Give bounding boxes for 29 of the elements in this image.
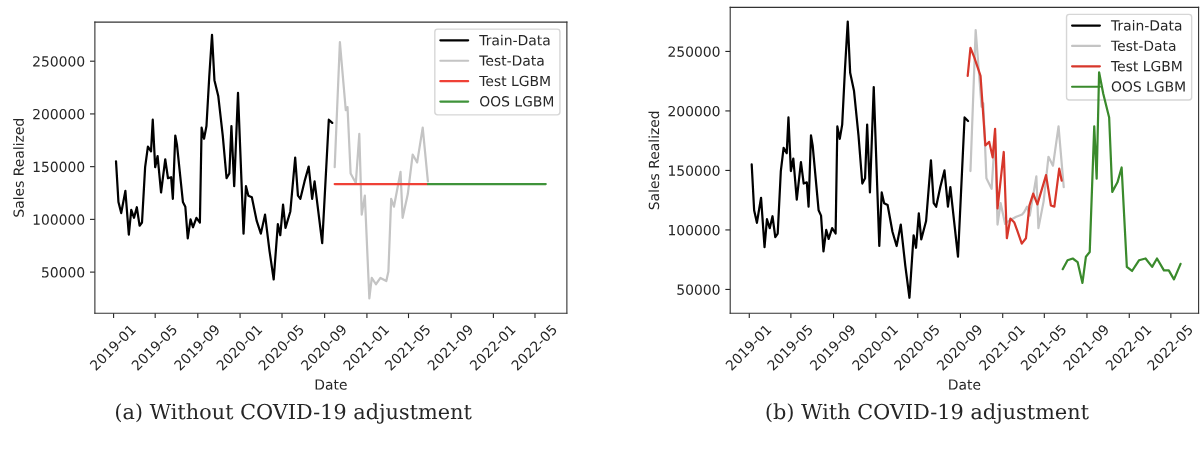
y-tick-label: 250000 [33, 56, 85, 67]
y-tick-label: 100000 [33, 214, 85, 225]
line-series [333, 41, 430, 300]
legend-label: Train-Data [1110, 19, 1182, 31]
x-axis-title: Date [949, 379, 981, 390]
line-series [966, 46, 1063, 245]
y-axis-title: Sales Realized [13, 119, 24, 217]
y-tick-label: 100000 [668, 224, 720, 236]
line-series [114, 33, 334, 281]
y-axis-title: Sales Realized [648, 111, 660, 210]
y-tick-label: 50000 [677, 284, 720, 295]
legend-label: OOS LGBM [480, 96, 554, 107]
legend-label: OOS LGBM [1111, 81, 1185, 92]
legend-label: Test-Data [479, 55, 544, 66]
legend-label: Test LGBM [479, 75, 550, 87]
y-tick-label: 150000 [33, 161, 85, 173]
text: (b) With COVID-19 adjustment [766, 403, 1089, 424]
x-axis-title: Date [315, 379, 347, 390]
legend-label: Test-Data [1110, 40, 1176, 52]
y-tick-label: 150000 [668, 165, 720, 176]
y-tick-label: 200000 [33, 108, 85, 120]
line-series [750, 20, 970, 299]
text: (a) Without COVID-19 adjustment [116, 403, 472, 424]
y-tick-label: 50000 [42, 267, 85, 278]
y-tick-label: 250000 [668, 46, 720, 57]
line-series [969, 28, 1065, 230]
legend-label: Train-Data [479, 34, 550, 46]
y-tick-label: 200000 [668, 105, 720, 117]
legend-label: Test LGBM [1110, 60, 1182, 72]
